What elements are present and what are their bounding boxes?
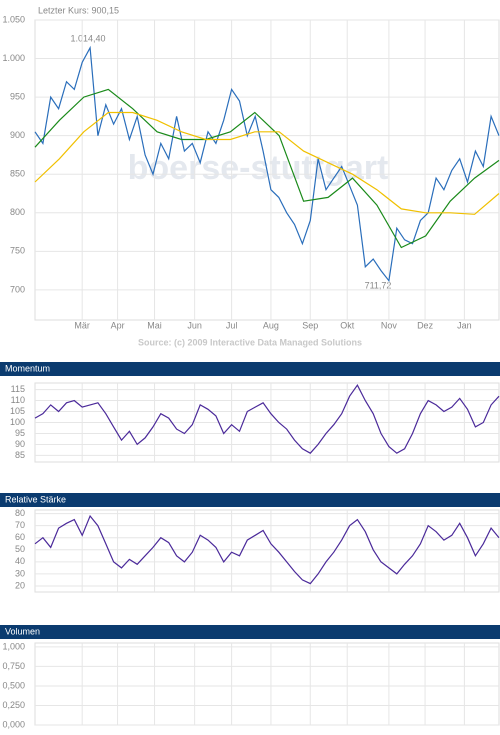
y-tick-label: 110 <box>11 395 25 405</box>
watermark: boerse-stuttgart <box>128 149 389 187</box>
series-line <box>34 111 500 215</box>
plot-frame <box>34 509 500 593</box>
x-tick-label: Sep <box>302 320 318 330</box>
y-tick-label: 70 <box>15 520 25 530</box>
panel-title: Relative Stärke <box>5 494 66 504</box>
y-tick-label: 1,000 <box>2 641 25 651</box>
y-tick-label: 1.000 <box>2 53 25 63</box>
annotation: 711,72 <box>365 280 392 290</box>
y-tick-label: 950 <box>10 91 25 101</box>
panel-header <box>0 625 500 639</box>
y-tick-label: 115 <box>11 384 25 394</box>
series-line <box>34 88 500 249</box>
y-tick-label: 700 <box>10 284 25 294</box>
annotation: 1.014,40 <box>70 33 105 43</box>
y-tick-label: 900 <box>10 130 25 140</box>
y-tick-label: 800 <box>10 207 25 217</box>
last-price: Letzter Kurs: 900,15 <box>38 5 119 15</box>
panel-title: Volumen <box>5 626 40 636</box>
x-tick-label: Jun <box>187 320 202 330</box>
x-tick-label: Nov <box>381 320 398 330</box>
x-tick-label: Jul <box>226 320 238 330</box>
panel-title: Momentum <box>5 363 50 373</box>
y-tick-label: 1.050 <box>2 14 25 24</box>
series-line <box>34 514 500 585</box>
x-tick-label: Aug <box>263 320 279 330</box>
y-tick-label: 20 <box>15 580 25 590</box>
y-tick-label: 105 <box>10 406 25 416</box>
y-tick-label: 95 <box>15 428 25 438</box>
y-tick-label: 40 <box>15 556 25 566</box>
y-tick-label: 0,000 <box>2 719 25 729</box>
series-line <box>34 45 500 283</box>
panel-header <box>0 362 500 376</box>
plot-frame <box>34 642 500 726</box>
y-tick-label: 60 <box>15 532 25 542</box>
x-tick-label: Mär <box>74 320 90 330</box>
series-line <box>34 384 500 454</box>
panel-header <box>0 493 500 507</box>
y-tick-label: 0,250 <box>2 700 25 710</box>
x-tick-label: Okt <box>340 320 355 330</box>
y-tick-label: 30 <box>15 568 25 578</box>
y-tick-label: 850 <box>10 169 25 179</box>
y-tick-label: 0,750 <box>2 661 25 671</box>
x-tick-label: Mai <box>147 320 162 330</box>
source: Source: (c) 2009 Interactive Data Manage… <box>138 337 362 347</box>
y-tick-label: 90 <box>15 439 25 449</box>
y-tick-label: 85 <box>15 450 25 460</box>
x-tick-label: Dez <box>417 320 434 330</box>
x-tick-label: Apr <box>111 320 125 330</box>
y-tick-label: 750 <box>10 246 25 256</box>
y-tick-label: 80 <box>15 508 25 518</box>
y-tick-label: 50 <box>15 544 25 554</box>
x-tick-label: Jan <box>457 320 472 330</box>
y-tick-label: 0,500 <box>2 680 25 690</box>
y-tick-label: 100 <box>10 417 25 427</box>
